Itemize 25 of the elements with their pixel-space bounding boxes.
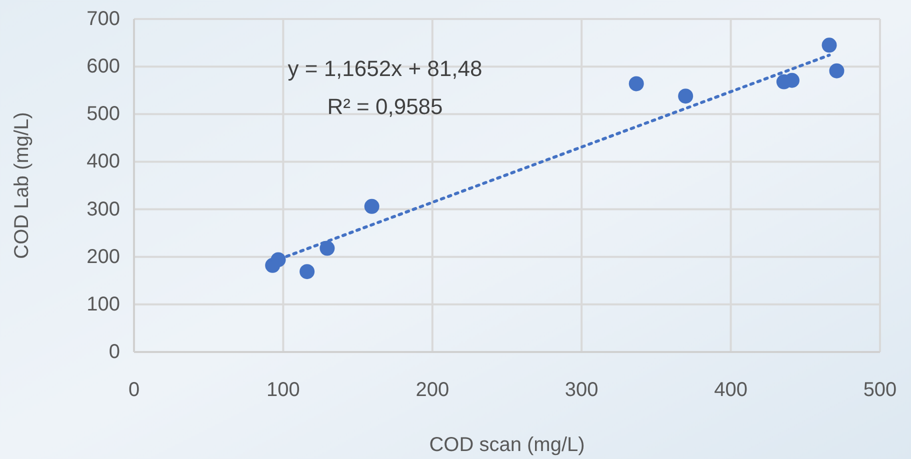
- point: [829, 63, 844, 78]
- y-axis-title: COD Lab (mg/L): [11, 112, 33, 259]
- y-tick-label: 300: [86, 198, 120, 220]
- y-tick-label: 700: [86, 8, 120, 30]
- annotation: y = 1,1652x + 81,48: [288, 56, 482, 81]
- point: [678, 88, 694, 104]
- x-tick-label: 500: [863, 379, 897, 401]
- point: [300, 264, 315, 280]
- point: [628, 76, 644, 92]
- y-tick-label: 0: [108, 341, 120, 363]
- y-tick-label: 400: [86, 150, 120, 173]
- point: [364, 198, 380, 214]
- x-tick-label: 200: [416, 379, 450, 401]
- annotation: R² = 0,9585: [327, 94, 443, 119]
- x-tick-label: 100: [266, 379, 300, 401]
- y-tick-label: 200: [86, 246, 120, 268]
- y-tick-label: 100: [86, 293, 120, 316]
- x-tick-label: 300: [564, 379, 598, 401]
- y-tick-label: 600: [86, 56, 120, 78]
- point: [822, 38, 837, 53]
- y-tick-label: 500: [86, 103, 120, 126]
- x-axis-title: COD scan (mg/L): [429, 434, 585, 456]
- x-tick-label: 0: [128, 379, 140, 401]
- point: [320, 240, 335, 256]
- x-tick-label: 400: [714, 379, 748, 401]
